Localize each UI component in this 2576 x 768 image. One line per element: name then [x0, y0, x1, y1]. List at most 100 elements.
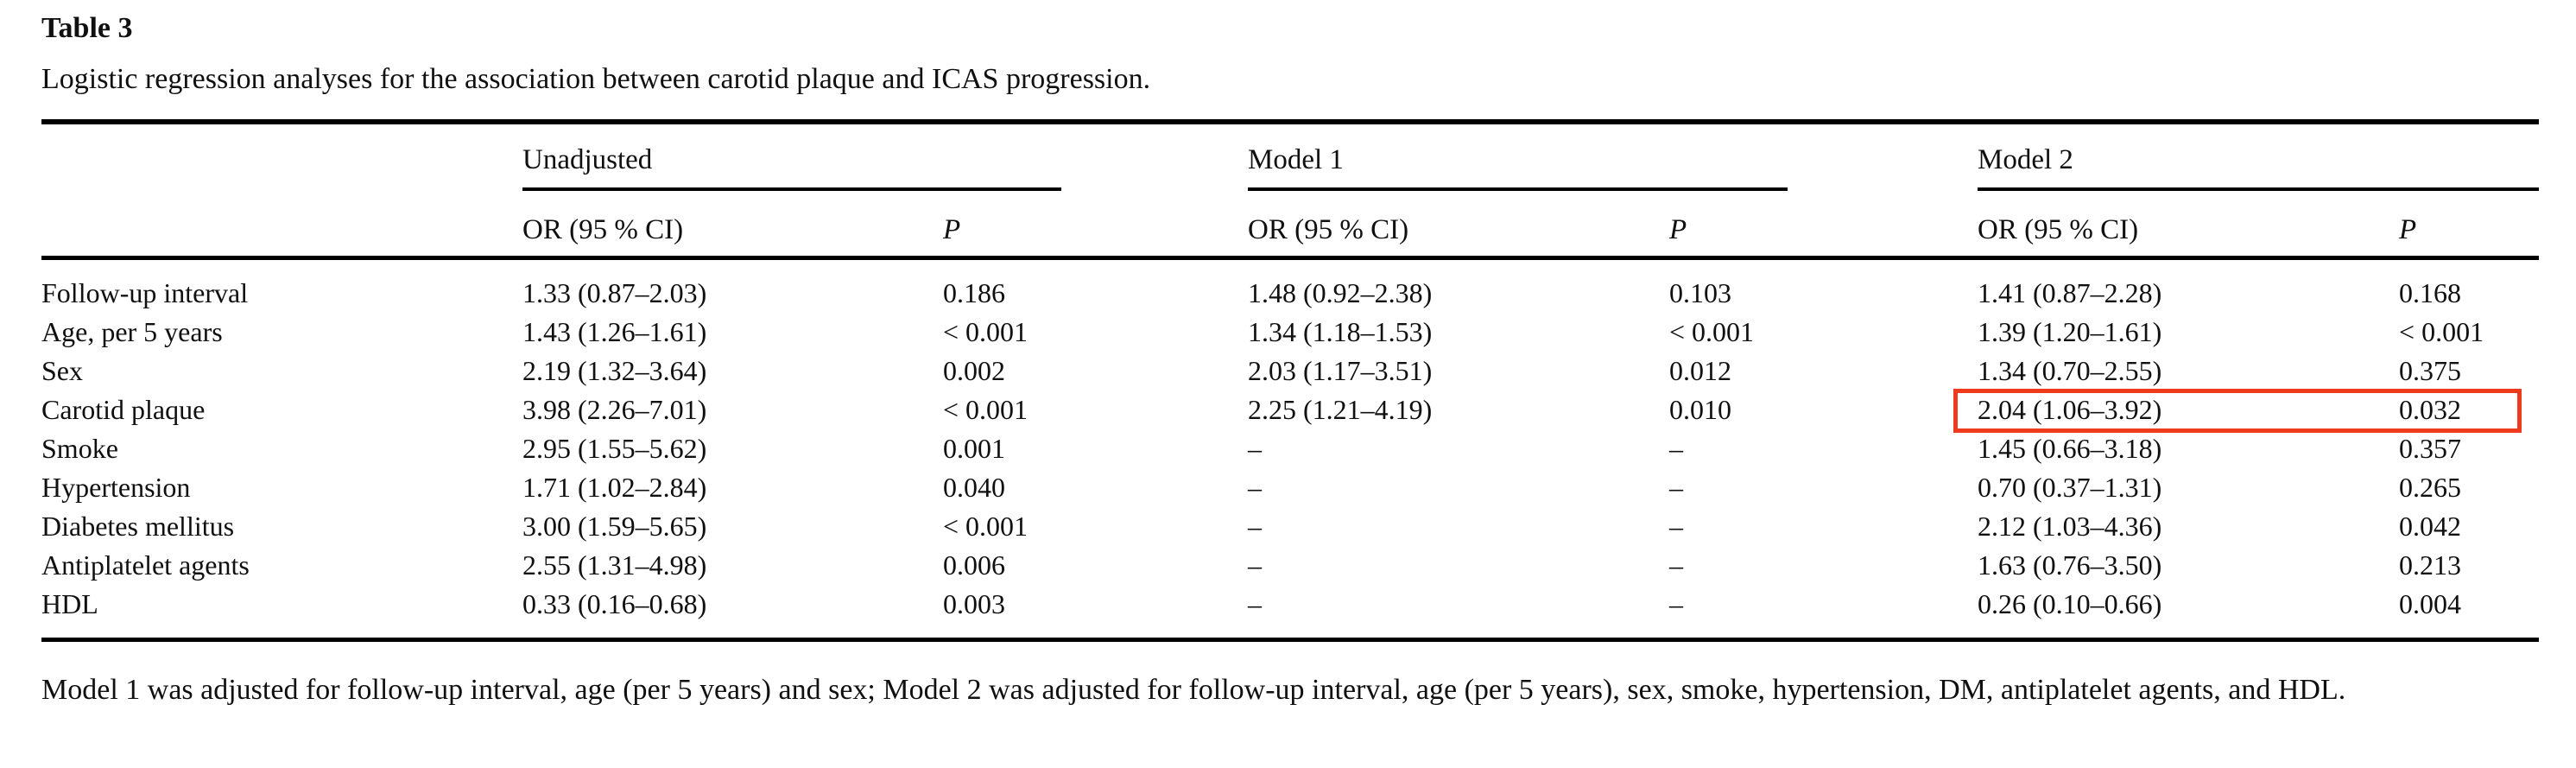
column-gap [1061, 119, 1248, 190]
unadjusted-or-cell: 1.43 (1.26–1.61) [522, 316, 707, 348]
table-row-diabetes-mellitus: Diabetes mellitus 3.00 (1.59–5.65) < 0.0… [41, 507, 2539, 546]
table-row-smoke: Smoke 2.95 (1.55–5.62) 0.001 – – 1.45 (0… [41, 429, 2539, 468]
model2-p-cell: 0.357 [2399, 433, 2462, 465]
model1-p-cell: 0.010 [1669, 394, 1731, 426]
column-group-model2: Model 2 [1978, 119, 2540, 192]
p-header-model2: P [2399, 189, 2540, 261]
model2-p-cell: 0.004 [2399, 585, 2540, 643]
stub-header [41, 189, 522, 261]
model1-or-cell: 1.48 (0.92–2.38) [1248, 277, 1433, 309]
model2-or-cell: 1.41 (0.87–2.28) [1978, 277, 2162, 309]
model1-or-cell: – [1248, 585, 1669, 643]
model1-or-cell: 1.34 (1.18–1.53) [1248, 316, 1433, 348]
model1-p-cell: 0.012 [1669, 355, 1731, 387]
unadjusted-or-cell: 2.95 (1.55–5.62) [522, 433, 707, 465]
column-gap [1061, 546, 1248, 585]
unadjusted-p-cell: < 0.001 [943, 511, 1029, 543]
column-group-header-row: Unadjusted Model 1 Model 2 [41, 119, 2540, 192]
model2-p-cell: 0.168 [2399, 277, 2462, 309]
model1-or-cell: 2.03 (1.17–3.51) [1248, 355, 1433, 387]
unadjusted-p-cell: 0.001 [943, 433, 1005, 465]
column-gap [1061, 429, 1248, 468]
unadjusted-or-cell: 2.55 (1.31–4.98) [522, 549, 707, 581]
row-label: Carotid plaque [41, 394, 206, 426]
column-gap [1788, 189, 1978, 261]
model2-or-cell: 0.26 (0.10–0.66) [1978, 585, 2400, 643]
row-label: HDL [41, 585, 522, 643]
model2-p-cell: 0.213 [2399, 549, 2462, 581]
unadjusted-or-cell: 3.98 (2.26–7.01) [522, 394, 707, 426]
unadjusted-p-cell: 0.002 [943, 355, 1005, 387]
unadjusted-or-cell: 1.33 (0.87–2.03) [522, 277, 707, 309]
row-label: Sex [41, 355, 83, 387]
model2-p-cell-highlighted: 0.032 [2399, 394, 2462, 426]
model2-or-cell: 0.70 (0.37–1.31) [1978, 472, 2162, 504]
row-label: Smoke [41, 433, 118, 465]
column-gap [1788, 119, 1978, 190]
row-label: Antiplatelet agents [41, 549, 250, 581]
p-header-model1: P [1669, 189, 1788, 261]
model2-or-cell: 1.34 (0.70–2.55) [1978, 355, 2162, 387]
or-header-model1: OR (95 % CI) [1248, 189, 1669, 261]
column-gap [1788, 258, 1978, 314]
column-group-model1: Model 1 [1248, 119, 1788, 192]
model1-p-cell: – [1669, 585, 1788, 643]
unadjusted-p-cell: 0.006 [943, 549, 1005, 581]
column-gap [1788, 468, 1978, 507]
unadjusted-or-cell: 0.33 (0.16–0.68) [522, 585, 943, 643]
sub-header-row: OR (95 % CI) P OR (95 % CI) P OR (95 % C… [41, 189, 2540, 261]
column-gap [1788, 390, 1978, 429]
column-gap [1061, 189, 1248, 261]
model2-p-cell: 0.265 [2399, 472, 2462, 504]
model1-p-cell: – [1669, 433, 1683, 465]
model1-or-cell: – [1248, 433, 1262, 465]
table-row-hypertension: Hypertension 1.71 (1.02–2.84) 0.040 – – … [41, 468, 2539, 507]
model2-p-cell: < 0.001 [2399, 316, 2484, 348]
column-gap [1061, 313, 1248, 352]
model1-or-cell: – [1248, 511, 1262, 543]
model2-or-cell: 1.63 (0.76–3.50) [1978, 549, 2162, 581]
column-gap [1788, 585, 1978, 643]
table-row-age: Age, per 5 years 1.43 (1.26–1.61) < 0.00… [41, 313, 2539, 352]
table-row-hdl: HDL 0.33 (0.16–0.68) 0.003 – – 0.26 (0.1… [41, 585, 2540, 643]
model1-or-cell: 2.25 (1.21–4.19) [1248, 394, 1433, 426]
column-gap [1788, 507, 1978, 546]
table-label: Table 3 [41, 12, 133, 44]
column-gap [1788, 313, 1978, 352]
stub-header [41, 119, 522, 190]
unadjusted-p-cell: 0.186 [943, 277, 1005, 309]
model1-p-cell: – [1669, 511, 1683, 543]
model2-or-cell-highlighted: 2.04 (1.06–3.92) [1978, 394, 2162, 426]
regression-table: Unadjusted Model 1 Model 2 OR (95 % CI) … [41, 119, 2540, 643]
column-gap [1061, 585, 1248, 643]
table-footnote: Model 1 was adjusted for follow-up inter… [41, 674, 2346, 707]
model2-or-cell: 1.39 (1.20–1.61) [1978, 316, 2162, 348]
column-group-unadjusted: Unadjusted [522, 119, 1061, 192]
column-gap [1061, 258, 1248, 314]
model2-p-cell: 0.375 [2399, 355, 2462, 387]
p-header-unadjusted: P [943, 189, 1061, 261]
or-header-unadjusted: OR (95 % CI) [522, 189, 943, 261]
unadjusted-p-cell: < 0.001 [943, 394, 1029, 426]
column-gap [1061, 507, 1248, 546]
row-label: Follow-up interval [41, 277, 249, 309]
column-gap [1788, 352, 1978, 390]
row-label: Diabetes mellitus [41, 511, 235, 543]
row-label: Hypertension [41, 472, 191, 504]
unadjusted-p-cell: 0.003 [943, 585, 1061, 643]
unadjusted-p-cell: 0.040 [943, 472, 1005, 504]
column-gap [1061, 468, 1248, 507]
column-gap [1061, 352, 1248, 390]
column-gap [1788, 546, 1978, 585]
table-row-follow-up-interval: Follow-up interval 1.33 (0.87–2.03) 0.18… [41, 258, 2539, 314]
model1-p-cell: 0.103 [1669, 277, 1731, 309]
model2-or-cell: 2.12 (1.03–4.36) [1978, 511, 2162, 543]
model1-or-cell: – [1248, 472, 1262, 504]
model1-p-cell: < 0.001 [1669, 316, 1755, 348]
model2-or-cell: 1.45 (0.66–3.18) [1978, 433, 2162, 465]
unadjusted-or-cell: 3.00 (1.59–5.65) [522, 511, 707, 543]
table-caption: Logistic regression analyses for the ass… [41, 63, 1151, 96]
column-gap [1061, 390, 1248, 429]
table-row-carotid-plaque: Carotid plaque 3.98 (2.26–7.01) < 0.001 … [41, 390, 2539, 429]
